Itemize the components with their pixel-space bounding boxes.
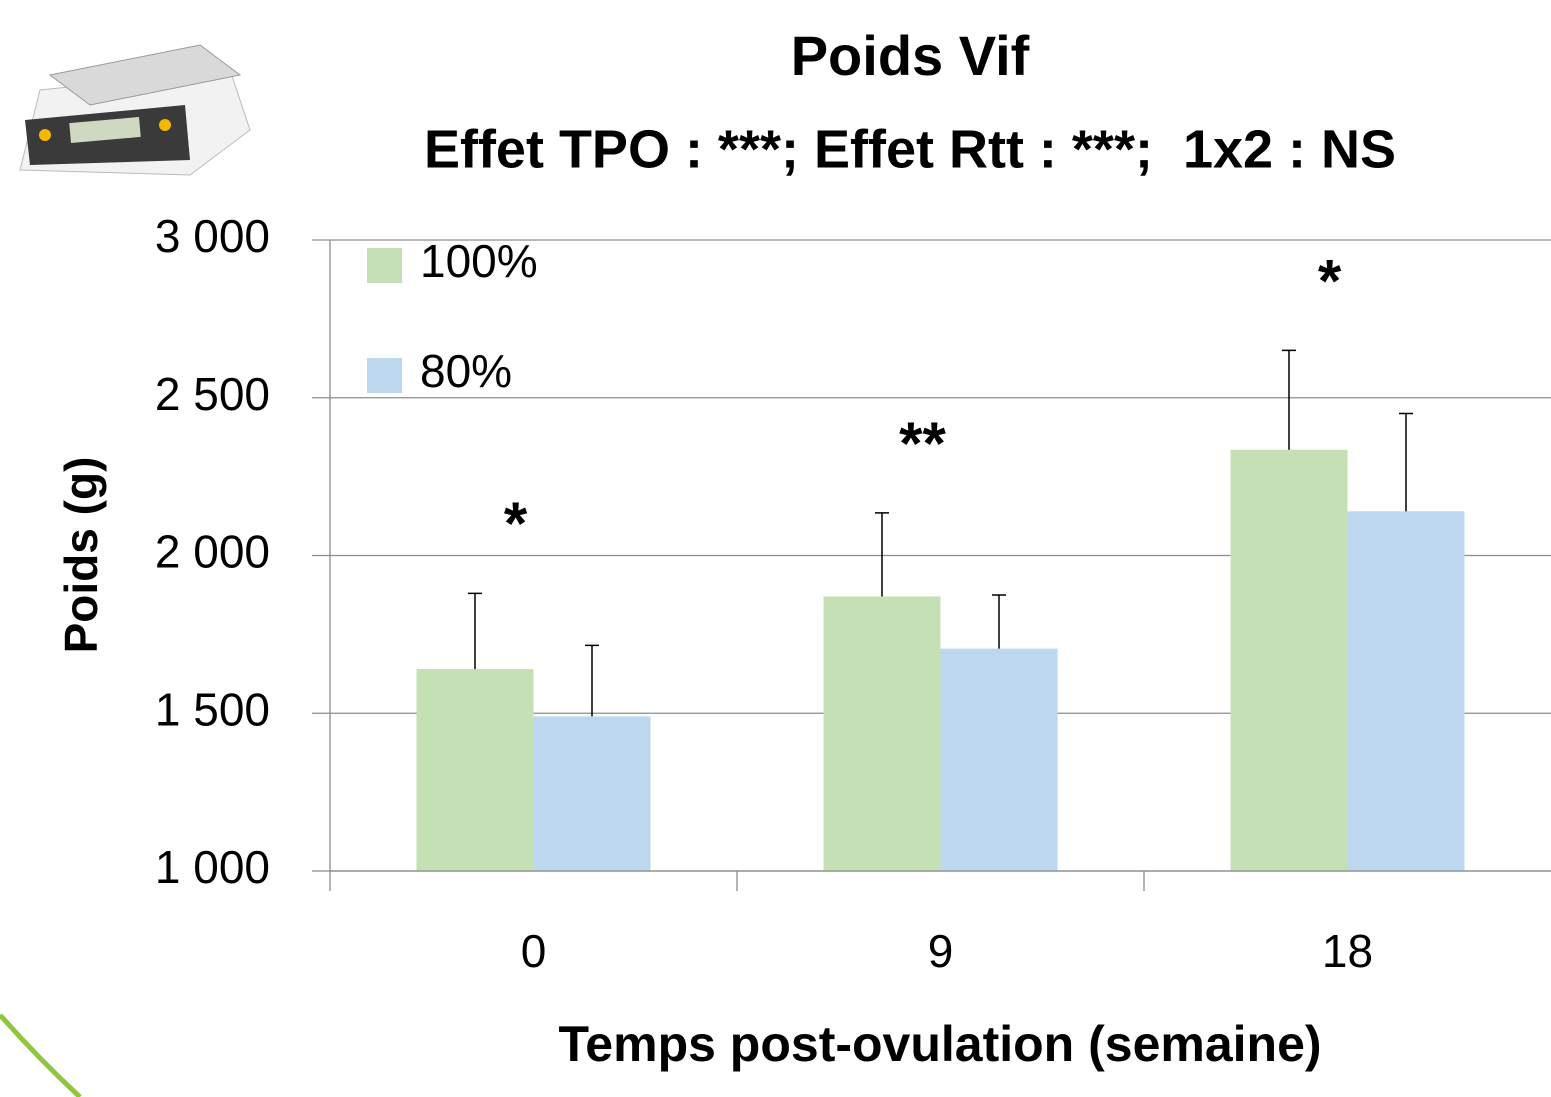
error-bar: [1399, 412, 1413, 512]
significance-annotation: **: [899, 410, 946, 477]
chart-subtitle: Effet TPO : ***; Effet Rtt : ***; 1x2 : …: [424, 119, 1396, 179]
chart-title: Poids Vif: [791, 24, 1030, 87]
bar: [940, 648, 1058, 871]
error-bar: [992, 594, 1006, 649]
significance-annotation: *: [1318, 247, 1342, 314]
legend-swatch: [367, 358, 402, 393]
legend-swatch: [367, 248, 402, 283]
bar: [823, 596, 941, 871]
bar: [416, 669, 534, 871]
error-bar: [1282, 349, 1296, 450]
bar: [1347, 511, 1465, 871]
y-tick-label: 2 500: [155, 368, 270, 420]
y-tick-label: 3 000: [155, 210, 270, 262]
y-tick-label: 1 500: [155, 683, 270, 735]
bar: [533, 716, 651, 871]
x-tick-label: 9: [928, 925, 954, 977]
decoration-arc: [0, 1013, 82, 1097]
error-bar: [468, 592, 482, 670]
y-tick-label: 2 000: [155, 526, 270, 578]
error-bar: [875, 512, 889, 597]
x-tick-label: 0: [521, 925, 547, 977]
legend-label: 100%: [420, 235, 538, 287]
y-axis-label: Poids (g): [55, 457, 107, 654]
legend-label: 80%: [420, 345, 512, 397]
significance-annotation: *: [504, 490, 528, 557]
y-tick-label: 1 000: [155, 841, 270, 893]
bar: [1230, 449, 1348, 871]
x-tick-label: 18: [1322, 925, 1373, 977]
x-axis-label: Temps post-ovulation (semaine): [558, 1016, 1321, 1072]
scale-image: [19, 44, 251, 176]
error-bar: [585, 644, 599, 717]
